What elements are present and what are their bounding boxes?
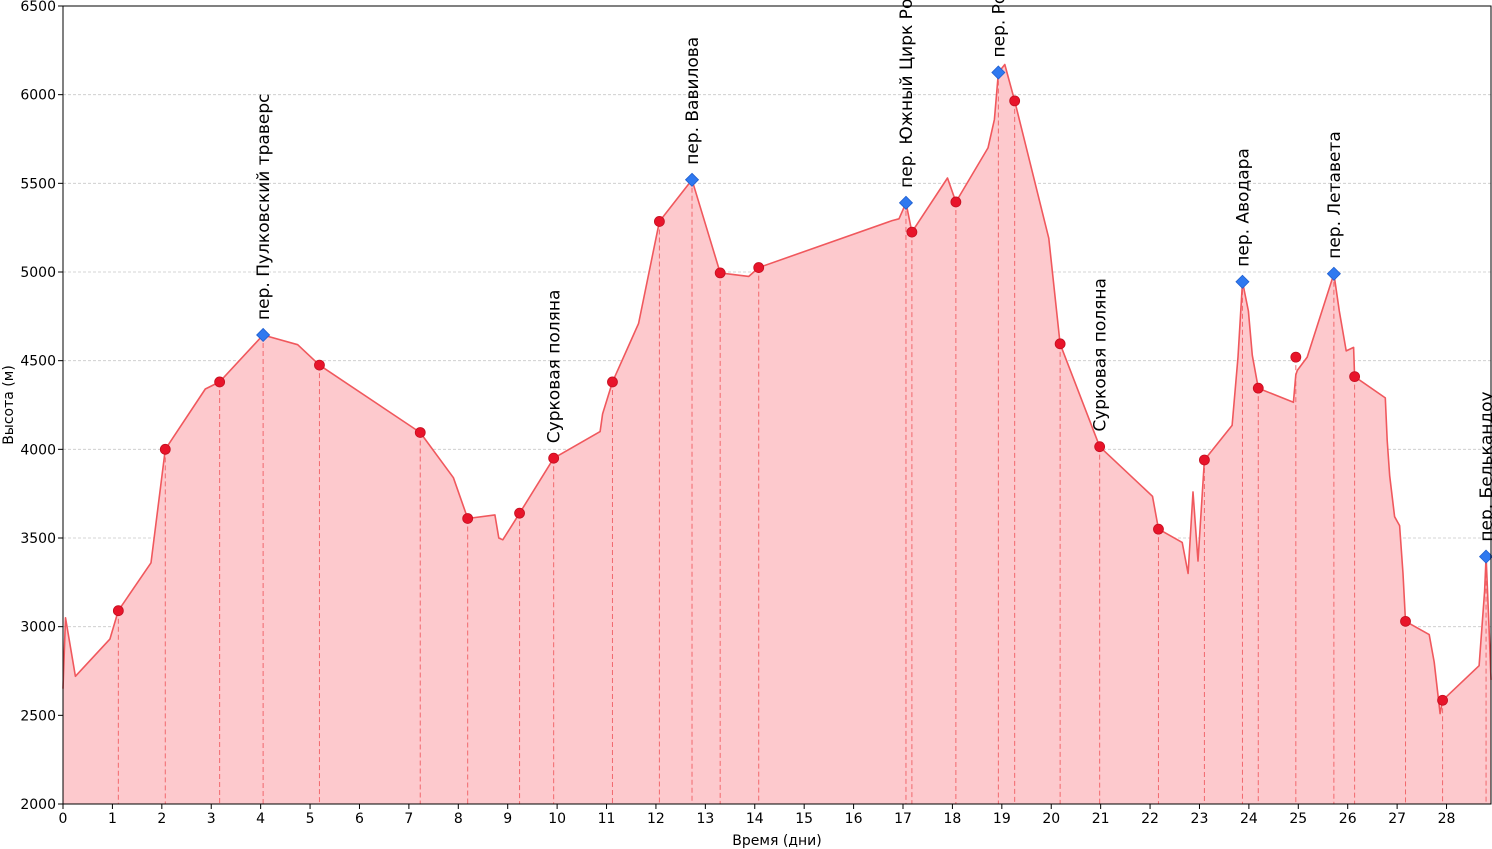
x-tick-label: 28 xyxy=(1438,811,1456,827)
camp-droplines xyxy=(117,72,1487,804)
x-tick-label: 22 xyxy=(1141,811,1159,827)
x-tick-label: 6 xyxy=(355,811,364,827)
y-tick-label: 2500 xyxy=(20,708,56,724)
x-tick-label: 27 xyxy=(1388,811,1406,827)
y-tick-label: 2000 xyxy=(20,797,56,813)
camp-marker xyxy=(950,196,962,208)
annotation-label: пер. Южный Цирк России xyxy=(897,0,917,188)
annotation-label: Сурковая поляна xyxy=(1091,278,1111,432)
camp-marker xyxy=(1252,382,1264,394)
pass-marker xyxy=(991,65,1006,80)
x-tick-label: 20 xyxy=(1042,811,1060,827)
camp-marker xyxy=(462,513,474,524)
camp-marker xyxy=(1349,371,1361,383)
annotation-label: пер. Вавилова xyxy=(683,37,703,165)
pass-annotations: пер. Пулковский траверс Сурковая поляна пе… xyxy=(254,0,1492,542)
annotation-label: пер. Летавета xyxy=(1325,131,1345,259)
x-tick-label: 25 xyxy=(1289,811,1307,827)
camp-marker xyxy=(1437,694,1448,706)
elevation-area xyxy=(62,63,1492,804)
x-tick-label: 23 xyxy=(1191,811,1209,827)
x-tick-label: 13 xyxy=(696,811,714,827)
x-tick-label: 11 xyxy=(598,811,616,827)
camp-marker xyxy=(548,452,560,464)
y-tick-label: 4500 xyxy=(20,354,56,370)
pass-marker xyxy=(1478,549,1492,564)
camp-marker xyxy=(514,507,525,519)
camp-marker xyxy=(159,443,171,455)
x-tick-label: 2 xyxy=(157,811,166,827)
camp-marker xyxy=(1054,338,1066,350)
annotation-label: пер. Россия xyxy=(989,0,1009,58)
y-tick-label: 6500 xyxy=(20,0,56,15)
x-tick-label: 18 xyxy=(943,811,961,827)
camp-marker xyxy=(214,376,226,388)
x-tick-label: 4 xyxy=(256,811,265,827)
x-tick-label: 21 xyxy=(1092,811,1110,827)
camp-marker xyxy=(1290,351,1302,363)
camp-marker xyxy=(753,262,765,273)
x-tick-label: 17 xyxy=(894,811,912,827)
plot-frame xyxy=(62,5,1492,805)
camp-marker xyxy=(414,427,426,438)
x-tick-label: 5 xyxy=(306,811,315,827)
x-tick-label: 15 xyxy=(795,811,813,827)
x-axis: 0 1 2 3 4 5 6 7 8 9 10 11 12 13 14 15 16 17 18 19 20 21 22 23 24… xyxy=(59,804,1456,827)
y-tick-label: 3500 xyxy=(20,531,56,547)
elevation-line xyxy=(62,63,1492,715)
y-tick-label: 5000 xyxy=(20,265,56,281)
camp-marker xyxy=(1199,454,1210,466)
pass-marker xyxy=(898,195,914,210)
annotation-label: пер. Пулковский траверс xyxy=(254,94,274,320)
camp-marker xyxy=(906,226,918,238)
camp-marker xyxy=(607,376,618,388)
elevation-fill xyxy=(63,64,1491,804)
pass-marker xyxy=(1326,266,1341,281)
y-tick-label: 3000 xyxy=(20,620,56,636)
x-tick-label: 1 xyxy=(108,811,117,827)
camp-marker xyxy=(1400,615,1411,627)
camp-marker xyxy=(1153,523,1164,535)
pass-marker xyxy=(684,172,700,187)
x-tick-label: 10 xyxy=(548,811,566,827)
markers xyxy=(112,65,1492,706)
camp-marker xyxy=(1094,441,1106,453)
x-axis-title: Время (дни) xyxy=(732,833,821,849)
x-tick-label: 7 xyxy=(404,811,413,827)
y-tick-label: 4000 xyxy=(20,442,56,458)
camp-marker xyxy=(654,216,665,227)
camp-marker xyxy=(714,267,726,279)
y-axis-title: Высота (м) xyxy=(1,365,17,445)
camp-marker xyxy=(112,605,124,617)
pass-marker xyxy=(256,327,271,343)
camp-marker xyxy=(314,359,325,371)
y-tick-label: 5500 xyxy=(20,176,56,192)
x-tick-label: 3 xyxy=(207,811,216,827)
x-tick-label: 8 xyxy=(454,811,463,827)
annotation-label: Сурковая поляна xyxy=(545,290,565,444)
x-tick-label: 24 xyxy=(1240,811,1258,827)
annotation-label: пер. Белькандоу xyxy=(1477,391,1492,541)
x-tick-label: 16 xyxy=(845,811,863,827)
x-tick-label: 26 xyxy=(1339,811,1357,827)
x-tick-label: 12 xyxy=(647,811,665,827)
x-tick-label: 19 xyxy=(993,811,1011,827)
annotation-label: пер. Аводара xyxy=(1233,148,1253,267)
x-tick-label: 14 xyxy=(746,811,764,827)
y-axis: 2000 2500 3000 3500 4000 4500 5000 5500 6000 6500 xyxy=(20,0,63,813)
x-tick-label: 0 xyxy=(59,811,68,827)
pass-marker xyxy=(1235,274,1250,289)
x-tick-label: 9 xyxy=(503,811,512,827)
camp-marker xyxy=(1009,95,1021,107)
y-tick-label: 6000 xyxy=(20,88,56,104)
